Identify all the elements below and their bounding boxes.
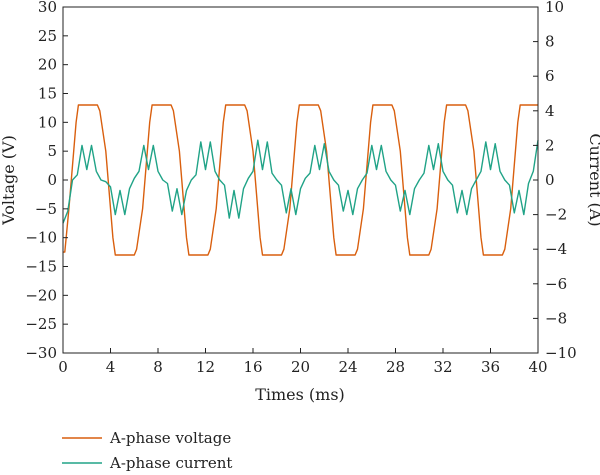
y-left-tick-label: 0 bbox=[47, 171, 57, 189]
x-tick-label: 40 bbox=[528, 358, 547, 376]
x-tick-label: 4 bbox=[106, 358, 116, 376]
y-right-tick-label: −10 bbox=[545, 344, 577, 362]
legend-label: A-phase voltage bbox=[109, 429, 231, 447]
y-right-tick-label: 0 bbox=[545, 171, 555, 189]
series-line-current bbox=[62, 139, 539, 224]
legend-item: A-phase voltage bbox=[62, 429, 231, 447]
y-left-tick-label: 15 bbox=[38, 85, 57, 103]
x-tick-label: 0 bbox=[58, 358, 68, 376]
x-axis-title: Times (ms) bbox=[255, 385, 345, 404]
y-left-tick-label: 30 bbox=[38, 0, 57, 16]
x-axis: 0 4 8 12 16 20 24 28 32 36 40 bbox=[58, 348, 548, 376]
y-left-tick-label: 20 bbox=[38, 56, 57, 74]
x-tick-label: 24 bbox=[338, 358, 357, 376]
y-left-tick-label: −25 bbox=[25, 315, 57, 333]
y-left-tick-label: 5 bbox=[47, 142, 57, 160]
y-right-tick-label: −8 bbox=[545, 309, 567, 327]
y-axis-left: −30 −25 −20 −15 −10 −5 0 5 10 15 20 25 30 bbox=[25, 0, 68, 362]
y-right-tick-label: 8 bbox=[545, 33, 555, 51]
y-axis-right: −10 −8 −6 −4 −2 0 2 4 6 8 10 bbox=[533, 0, 577, 362]
series-line-voltage bbox=[63, 104, 538, 256]
y-left-tick-label: 10 bbox=[38, 113, 57, 131]
y-left-tick-label: −15 bbox=[25, 258, 57, 276]
legend-item: A-phase current bbox=[62, 454, 232, 472]
x-tick-label: 12 bbox=[196, 358, 215, 376]
x-tick-label: 32 bbox=[433, 358, 452, 376]
legend: A-phase voltage A-phase current bbox=[62, 429, 232, 472]
x-tick-label: 28 bbox=[386, 358, 405, 376]
legend-label: A-phase current bbox=[109, 454, 232, 472]
y-left-tick-label: −30 bbox=[25, 344, 57, 362]
y-left-tick-label: −5 bbox=[35, 200, 57, 218]
y-right-tick-label: 6 bbox=[545, 67, 555, 85]
y-right-tick-label: −2 bbox=[545, 206, 567, 224]
x-tick-label: 36 bbox=[481, 358, 500, 376]
y-left-tick-label: 25 bbox=[38, 27, 57, 45]
x-tick-label: 8 bbox=[153, 358, 163, 376]
y-right-tick-label: 10 bbox=[545, 0, 564, 16]
x-tick-label: 20 bbox=[291, 358, 310, 376]
y-axis-right-title: Current (A) bbox=[586, 133, 600, 226]
x-tick-label: 16 bbox=[243, 358, 262, 376]
y-right-tick-label: −6 bbox=[545, 275, 567, 293]
y-left-tick-label: −20 bbox=[25, 286, 57, 304]
y-left-tick-label: −10 bbox=[25, 229, 57, 247]
y-right-tick-label: −4 bbox=[545, 240, 567, 258]
y-right-tick-label: 2 bbox=[545, 136, 555, 154]
y-right-tick-label: 4 bbox=[545, 102, 555, 120]
series-layer bbox=[62, 104, 539, 256]
y-axis-left-title: Voltage (V) bbox=[0, 135, 18, 226]
